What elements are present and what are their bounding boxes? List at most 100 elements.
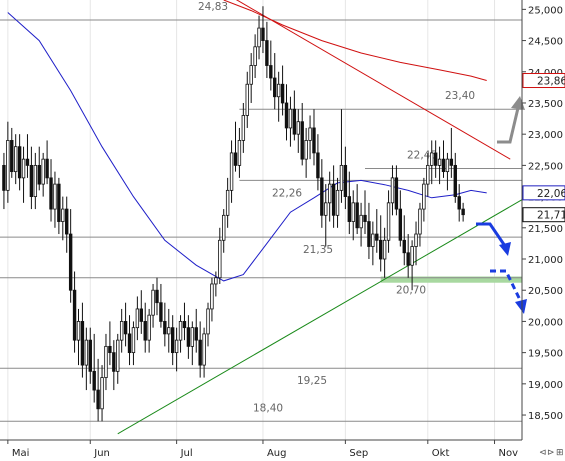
candle-down [394,177,399,210]
candle-down [112,352,116,372]
y-tick-label: 18,500 [528,411,563,422]
y-tick-label: 21,500 [528,224,563,235]
candle-down [269,65,273,79]
candle-up [174,339,179,354]
candle-up [147,314,151,341]
candle-down [284,102,289,129]
candle-down [68,233,73,291]
support-zone-layer [380,276,522,283]
candle-up [304,140,308,160]
y-tick-label: 20,500 [528,286,563,297]
scroll-left-icon[interactable]: ⊲ [539,448,547,458]
bearish-scenario-arrow [476,222,507,247]
y-tick-label: 19,500 [528,349,563,360]
candle-up [422,183,426,210]
candle-down [10,140,14,173]
candle-up [13,146,18,173]
candle-down [49,177,53,210]
price-candles [2,6,465,422]
candle-up [382,239,387,260]
level-label: 23,40 [445,90,475,102]
candle-up [253,46,257,66]
candle-down [88,339,92,372]
candle-down [186,327,191,347]
candle-up [237,140,242,166]
candle-up [229,152,234,191]
candle-down [159,302,163,322]
candle-up [131,327,136,354]
bullish-scenario-arrow [497,107,520,144]
scroll-right-icon[interactable]: ⊳ [547,448,555,458]
price-tag-box [522,73,565,89]
candle-down [25,158,30,166]
y-tick-label: 24,500 [528,37,563,48]
candle-down [375,233,379,241]
candle-down [198,339,202,366]
x-month-label: Mai [12,448,30,459]
candle-down [379,239,383,260]
candle-up [296,121,300,135]
candle-down [139,308,143,322]
candle-up [410,246,414,266]
candle-up [84,339,89,366]
candle-down [406,252,410,266]
level-label: 22,26 [272,187,302,199]
bearish-extension-arrow-head [515,299,527,314]
candle-down [461,208,465,216]
candle-up [76,321,81,341]
navigation-buttons[interactable]: ⊲ ⊳ ⊞ [539,448,564,458]
y-tick-label: 23,000 [528,130,563,141]
candle-down [265,40,269,66]
candle-down [331,183,336,216]
candle-down [2,164,6,191]
candle-up [324,202,328,216]
candle-down [182,321,187,329]
candle-down [17,146,22,179]
x-month-label: Aug [267,448,287,459]
level-label: 18,40 [253,402,283,414]
candle-up [308,127,312,141]
candle-up [249,65,253,85]
candle-up [41,158,45,185]
candle-down [65,208,69,235]
candle-down [367,221,371,247]
level-label: 22,45 [407,150,437,162]
candle-up [288,108,293,129]
candle-down [320,177,324,216]
candle-down [457,196,461,210]
candle-up [33,164,38,197]
candle-up [371,233,375,247]
candle-up [53,183,57,210]
ma-slow-line [223,0,487,81]
candle-up [437,158,442,166]
candle-up [135,308,140,329]
x-month-label: Okt [432,448,450,459]
trendlines [117,0,523,435]
candle-up [327,183,332,204]
candle-down [441,158,446,173]
candle-up [335,189,340,216]
y-tick-label: 22,500 [528,161,563,172]
grid-lines [7,0,496,440]
candle-down [402,239,406,254]
candle-down [155,289,159,304]
zoom-icon[interactable]: ⊞ [556,448,564,458]
candle-up [351,202,355,222]
candle-down [233,152,238,166]
candle-down [80,321,85,366]
candle-down [29,164,34,197]
candle-up [218,239,222,279]
level-label: 20,70 [396,285,426,297]
candle-up [119,321,124,341]
bearish-extension-arrow [490,269,523,303]
candle-down [343,164,348,197]
support-trendline [117,199,523,435]
candle-down [300,121,304,160]
candle-down [312,127,316,154]
candle-down [398,208,403,241]
candle-down [292,108,297,135]
candle-up [178,321,183,341]
candle-up [241,115,246,141]
candle-down [316,152,320,179]
